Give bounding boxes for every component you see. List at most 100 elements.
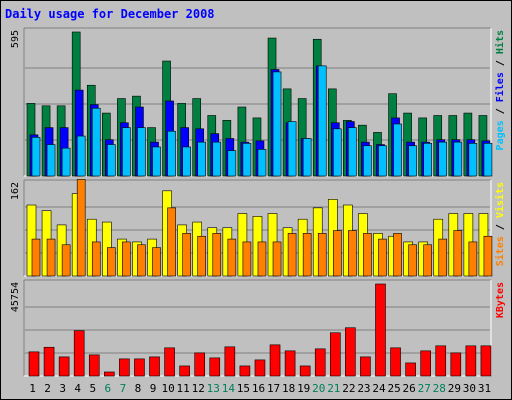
x-tick-label-day-8: 8 (135, 382, 142, 395)
x-tick-label-day-31: 31 (478, 382, 491, 395)
bar-sites-day-6 (107, 247, 116, 277)
bar-sites-day-20 (317, 233, 327, 277)
x-tick-label-day-25: 25 (387, 382, 400, 395)
bar-pages-day-21 (332, 128, 342, 177)
bar-kbytes-day-14 (224, 346, 236, 377)
bar-pages-day-6 (107, 144, 116, 177)
bar-kbytes-day-27 (420, 350, 431, 377)
bar-kbytes-day-17 (269, 344, 281, 377)
x-axis-labels: 1 2 3 4 5 6 7 8 9 10 11 12 13 14 15 16 17 18 19 20 21 22 23 24 2… (29, 382, 491, 395)
bar-kbytes-day-19 (299, 365, 311, 377)
bar-pages-day-5 (91, 107, 101, 177)
bar-kbytes-day-2 (43, 346, 55, 377)
bar-sites-day-19 (302, 233, 312, 277)
series-axis-title-part: Files (494, 72, 506, 102)
bar-pages-day-31 (483, 143, 493, 177)
bar-pages-day-20 (317, 65, 327, 177)
bar-kbytes-day-22 (345, 327, 356, 377)
x-tick-label-day-2: 2 (44, 382, 51, 395)
series-axis-title-part: KBytes (495, 282, 506, 318)
bar-pages-day-13 (212, 141, 222, 177)
bar-kbytes-day-11 (179, 365, 190, 377)
bar-kbytes-day-30 (465, 345, 477, 377)
bar-pages-day-23 (363, 145, 372, 177)
series-axis-title: Pages / Files / Hits (494, 30, 506, 150)
y-max-label: 45754 (10, 282, 21, 312)
x-tick-label-day-16: 16 (252, 382, 265, 395)
x-tick-label-day-10: 10 (161, 382, 174, 395)
series-axis-title-part: Pages (495, 120, 506, 150)
bar-kbytes-day-5 (88, 354, 100, 377)
x-tick-label-day-23: 23 (357, 382, 370, 395)
bar-sites-day-21 (332, 230, 342, 277)
bar-pages-day-24 (378, 145, 387, 177)
bar-kbytes-day-13 (209, 357, 221, 377)
bar-sites-day-10 (167, 207, 176, 277)
bar-sites-day-14 (227, 238, 237, 277)
x-tick-label-day-30: 30 (463, 382, 476, 395)
bar-pages-day-1 (31, 136, 41, 177)
bar-sites-day-17 (272, 241, 282, 277)
bar-pages-day-9 (152, 146, 161, 177)
bar-sites-day-16 (257, 241, 267, 277)
bar-kbytes-day-4 (73, 330, 85, 377)
bar-kbytes-day-25 (390, 347, 401, 377)
x-tick-label-day-24: 24 (372, 382, 386, 395)
bar-sites-day-11 (182, 233, 191, 277)
x-tick-label-day-19: 19 (297, 382, 310, 395)
x-tick-label-day-13: 13 (207, 382, 220, 395)
bar-kbytes-day-16 (254, 359, 266, 377)
bar-sites-day-25 (393, 233, 402, 277)
bar-pages-day-29 (453, 141, 463, 177)
bar-kbytes-day-15 (239, 365, 251, 377)
bar-kbytes-day-3 (58, 356, 70, 377)
bar-sites-day-22 (348, 230, 357, 277)
series-axis-title-part: Visits (494, 182, 506, 218)
bar-kbytes-day-28 (435, 345, 447, 377)
bar-sites-day-15 (242, 241, 252, 277)
bar-sites-day-27 (423, 244, 432, 277)
x-tick-label-day-20: 20 (312, 382, 325, 395)
chart-title: Daily usage for December 2008 (5, 7, 215, 21)
x-tick-label-day-29: 29 (448, 382, 461, 395)
x-tick-label-day-11: 11 (177, 382, 190, 395)
chart-panel-visits-sites: 162 Sites / Visits (10, 179, 506, 277)
series-axis-title-part: / (495, 102, 506, 120)
x-tick-label-day-17: 17 (267, 382, 280, 395)
bar-pages-day-4 (76, 135, 86, 177)
x-tick-label-day-3: 3 (59, 382, 66, 395)
bar-kbytes-day-21 (329, 332, 341, 377)
x-tick-label-day-12: 12 (192, 382, 205, 395)
bar-sites-day-8 (137, 244, 146, 277)
bar-kbytes-day-7 (119, 358, 130, 377)
bar-sites-day-5 (91, 241, 101, 277)
bar-pages-day-7 (122, 127, 131, 177)
series-axis-title: Sites / Visits (494, 182, 506, 266)
series-axis-title-part: Hits (494, 30, 506, 54)
x-tick-label-day-14: 14 (222, 382, 236, 395)
bar-kbytes-day-24 (375, 283, 386, 377)
x-tick-label-day-15: 15 (237, 382, 250, 395)
bar-pages-day-28 (438, 141, 448, 177)
series-axis-title: KBytes (495, 282, 506, 318)
x-tick-label-day-7: 7 (120, 382, 127, 395)
bar-pages-day-19 (302, 138, 312, 177)
x-tick-label-day-27: 27 (418, 382, 431, 395)
series-axis-title-part: / (495, 54, 506, 72)
x-tick-label-day-28: 28 (433, 382, 446, 395)
bar-pages-day-11 (182, 146, 191, 177)
bar-kbytes-day-23 (360, 356, 371, 377)
bar-kbytes-day-20 (314, 348, 326, 377)
x-tick-label-day-5: 5 (89, 382, 96, 395)
bar-sites-day-29 (453, 230, 463, 277)
bar-pages-day-12 (197, 141, 207, 177)
x-tick-label-day-9: 9 (150, 382, 157, 395)
bar-pages-day-17 (272, 71, 282, 177)
bar-sites-day-9 (152, 247, 161, 277)
series-axis-title-part: / (495, 218, 506, 236)
bar-pages-day-18 (287, 121, 297, 177)
bar-pages-day-30 (468, 143, 478, 177)
y-max-label: 162 (10, 182, 21, 200)
chart-panel-kbytes: 45754 KBytes (10, 279, 506, 377)
bar-kbytes-day-31 (480, 345, 492, 377)
